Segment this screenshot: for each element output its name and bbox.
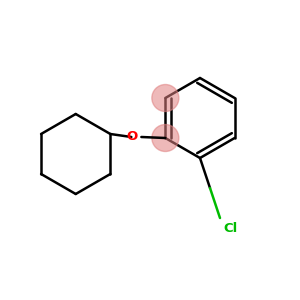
Circle shape [152,124,179,152]
Circle shape [152,85,179,112]
Text: O: O [126,130,137,143]
Text: Cl: Cl [223,222,237,235]
